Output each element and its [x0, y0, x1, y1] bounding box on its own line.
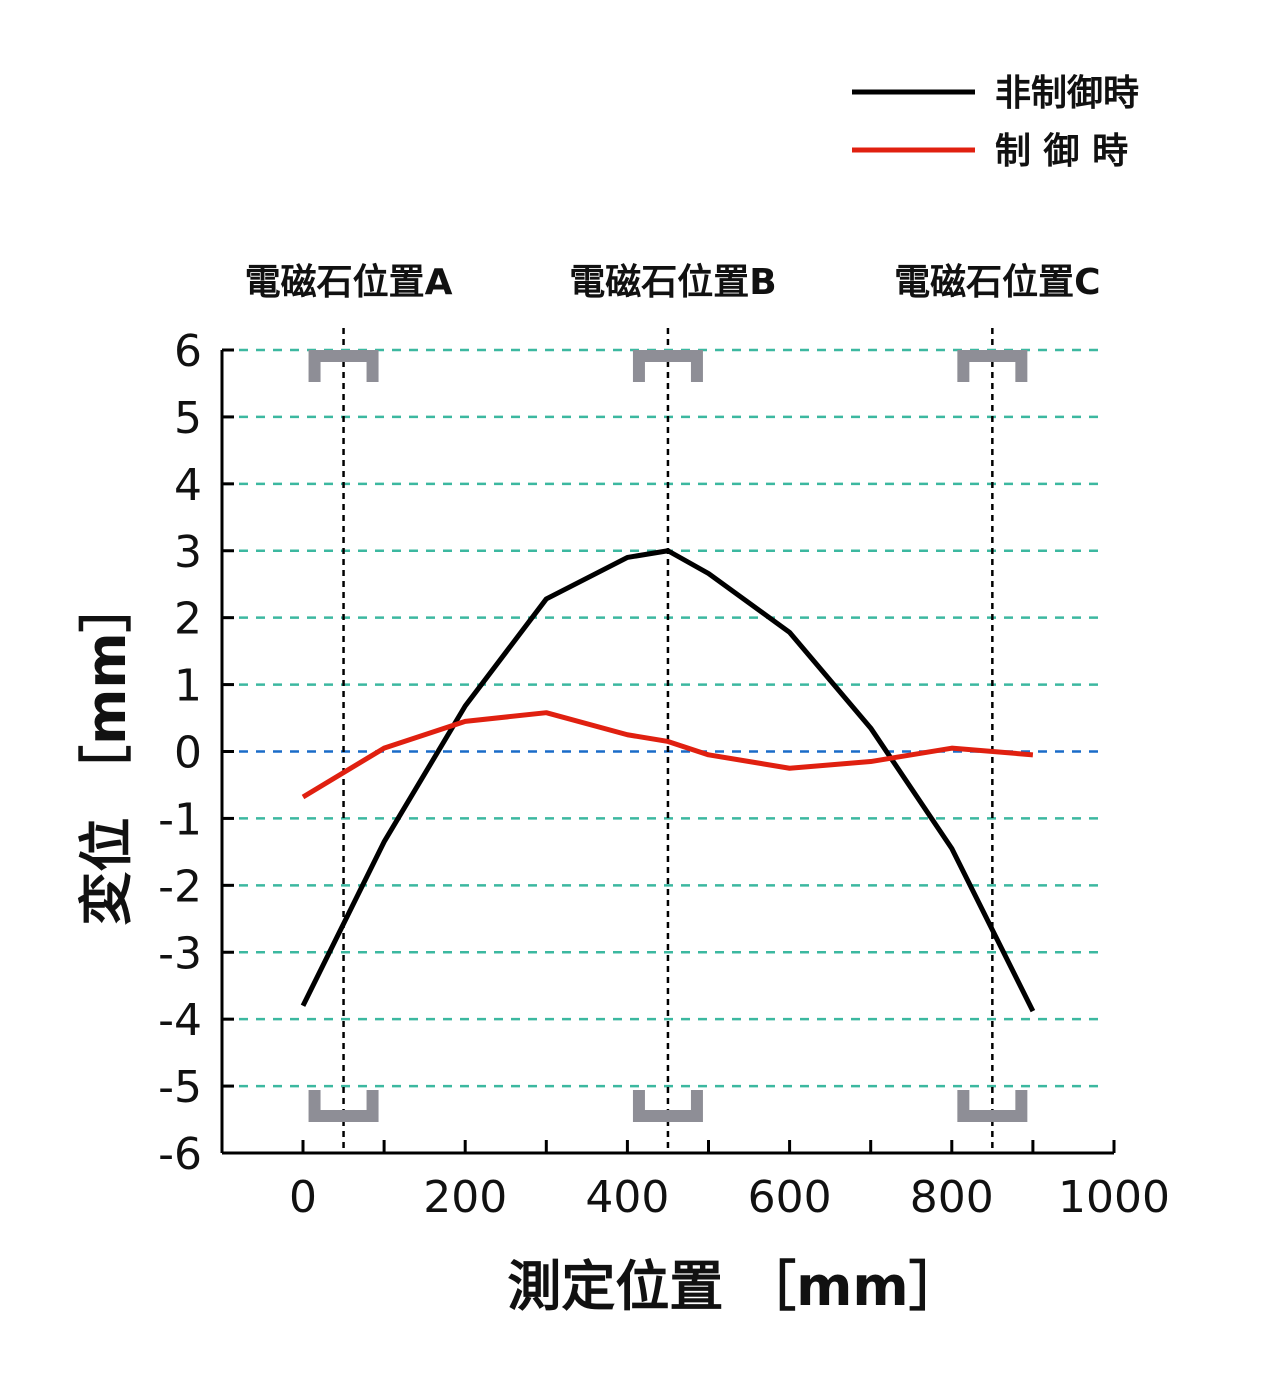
magnet-top-bracket	[308, 350, 379, 382]
magnet-position-label: 電磁石位置B	[569, 262, 776, 303]
x-tick-label: 600	[748, 1172, 832, 1223]
magnet-bottom-bracket	[957, 1090, 1028, 1122]
y-tick-label: -2	[158, 861, 202, 912]
magnet-bottom-bracket	[308, 1090, 379, 1122]
y-tick-label: -6	[158, 1129, 202, 1180]
tick-labels: 6 5 4 3 2 1 0 -1 -2 -3 -4 -5 -6 0 200 400 600 800 1000	[158, 326, 1170, 1223]
x-tick-label: 800	[910, 1172, 994, 1223]
series-line-controlled	[301, 710, 1034, 800]
y-tick-label: -3	[158, 928, 202, 979]
y-tick-label: -4	[158, 995, 202, 1046]
y-tick-label: 2	[174, 594, 202, 645]
y-tick-label: 3	[174, 527, 202, 578]
y-tick-label: 4	[174, 460, 202, 511]
y-axis-title: 変位 ［mm］	[75, 578, 138, 925]
x-tick-label: 400	[585, 1172, 669, 1223]
x-tick-label: 1000	[1058, 1172, 1170, 1223]
legend-label: 制 御 時	[995, 131, 1128, 172]
y-tick-label: 0	[174, 728, 202, 779]
magnet-position-label: 電磁石位置C	[894, 262, 1100, 303]
magnet-top-bracket	[957, 350, 1028, 382]
series-line-uncontrolled	[300, 548, 1036, 1013]
axes	[220, 348, 1116, 1155]
y-tick-label: 1	[174, 661, 202, 712]
x-axis-title: 測定位置 ［mm］	[507, 1255, 962, 1318]
magnet-top-bracket	[632, 350, 703, 382]
grid-lines	[222, 348, 1104, 1088]
y-tick-label: -5	[158, 1062, 202, 1113]
y-tick-label: -1	[158, 794, 202, 845]
legend-label: 非制御時	[995, 73, 1139, 114]
magnet-bottom-bracket	[632, 1090, 703, 1122]
y-tick-label: 5	[174, 393, 202, 444]
x-tick-label: 200	[423, 1172, 507, 1223]
y-tick-label: 6	[174, 326, 202, 377]
magnet-position-label: 電磁石位置A	[245, 262, 453, 303]
magnet-markers: 電磁石位置A 電磁石位置B 電磁石位置C	[245, 262, 1101, 1153]
data-series	[300, 548, 1036, 1013]
x-tick-label: 0	[289, 1172, 317, 1223]
